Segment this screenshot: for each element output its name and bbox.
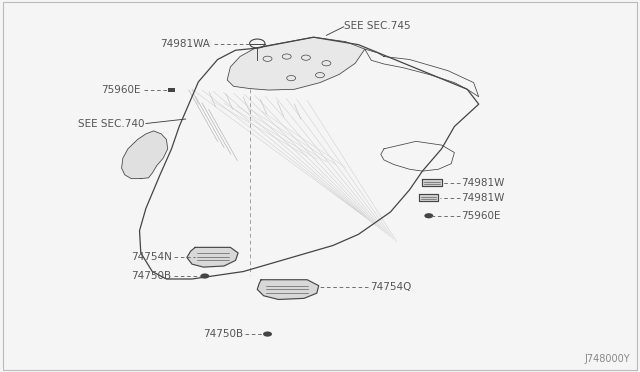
Polygon shape — [227, 37, 365, 90]
Text: 74750B: 74750B — [203, 329, 243, 339]
Polygon shape — [257, 280, 319, 299]
Circle shape — [263, 331, 272, 337]
Text: SEE SEC.740: SEE SEC.740 — [77, 119, 144, 128]
Polygon shape — [422, 179, 442, 186]
Text: 75960E: 75960E — [101, 85, 141, 95]
Circle shape — [200, 273, 209, 279]
Text: 74981WA: 74981WA — [160, 39, 210, 48]
Text: 74981W: 74981W — [461, 178, 504, 188]
Text: J748000Y: J748000Y — [585, 354, 630, 364]
Text: 74754N: 74754N — [131, 252, 172, 262]
Polygon shape — [187, 247, 238, 267]
Text: 75960E: 75960E — [461, 211, 500, 221]
Polygon shape — [122, 131, 168, 179]
Text: 74754Q: 74754Q — [370, 282, 412, 292]
Text: 74981W: 74981W — [461, 193, 504, 203]
Circle shape — [424, 213, 433, 218]
Polygon shape — [419, 194, 438, 201]
Text: SEE SEC.745: SEE SEC.745 — [344, 21, 411, 31]
Bar — [168, 88, 175, 92]
Text: 74750B: 74750B — [131, 271, 172, 281]
